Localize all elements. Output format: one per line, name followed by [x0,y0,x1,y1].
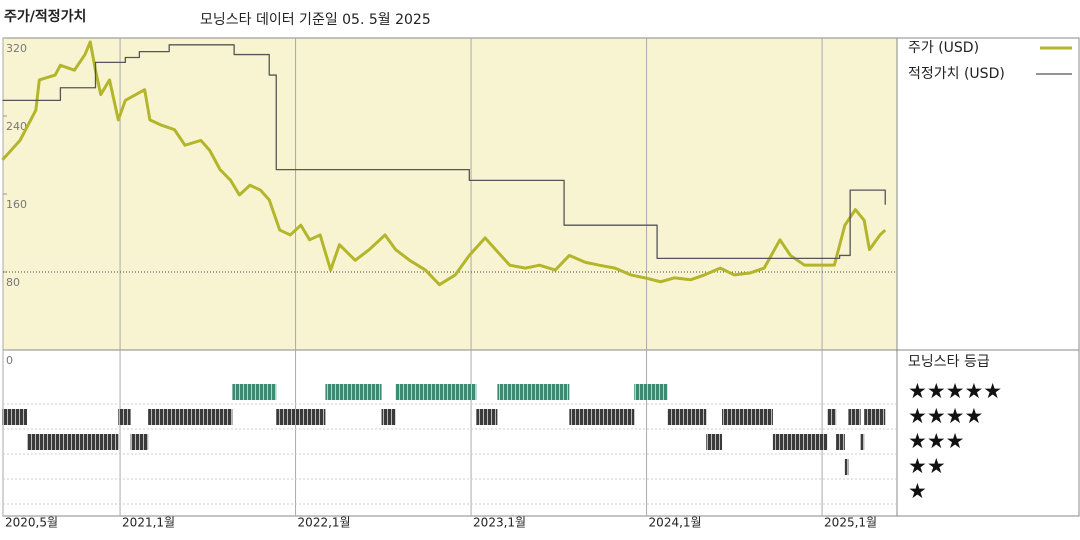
legend-label: 주가 (USD) [908,40,979,56]
y-tick-label: 320 [6,42,27,55]
chart-title: 주가/적정가치 [4,8,86,25]
legend-label: 적정가치 (USD) [908,66,1005,82]
series-line [2,44,886,259]
y-tick-label: 240 [6,120,27,133]
rating-segment [276,409,326,425]
x-tick-label: 2024,1월 [649,516,702,530]
x-tick-label: 2021,1월 [122,516,175,530]
rating-title: 모닝스타 등급 [908,354,990,370]
rating-segment [2,409,28,425]
rating-label: ★★★★ [908,404,983,428]
rating-segment [634,384,668,400]
rating-segment [395,384,477,400]
rating-segment [667,409,707,425]
rating-segment [860,434,865,450]
rating-segment [836,434,845,450]
rating-segment [27,434,119,450]
chart-subtitle: 모닝스타 데이터 기준일 05. 5월 2025 [200,12,431,28]
rating-segment [827,409,837,425]
x-tick-label: 2023,1월 [473,516,526,530]
x-tick-label: 2022,1월 [298,516,351,530]
rating-segment [118,409,131,425]
rating-segment [848,409,861,425]
rating-segment [148,409,233,425]
rating-segment [844,459,849,475]
y-tick-label: 0 [6,354,13,367]
plot-background [3,38,897,350]
x-tick-label: 2025,1월 [824,516,877,530]
rating-segment [381,409,396,425]
rating-label: ★★★★★ [908,379,1002,403]
x-tick-label: 2020,5월 [5,516,58,530]
rating-segment [476,409,498,425]
rating-segment [722,409,773,425]
rating-segment [130,434,149,450]
y-tick-label: 80 [6,276,20,289]
rating-label: ★★★ [908,429,964,453]
rating-segment [864,409,886,425]
rating-segment [772,434,828,450]
series-line [1,40,887,287]
rating-segment [706,434,723,450]
rating-segment [569,409,635,425]
rating-segment [497,384,570,400]
y-tick-label: 160 [6,198,27,211]
rating-label: ★★ [908,454,946,478]
rating-label: ★ [908,479,927,503]
rating-segment [325,384,382,400]
rating-segment [232,384,277,400]
